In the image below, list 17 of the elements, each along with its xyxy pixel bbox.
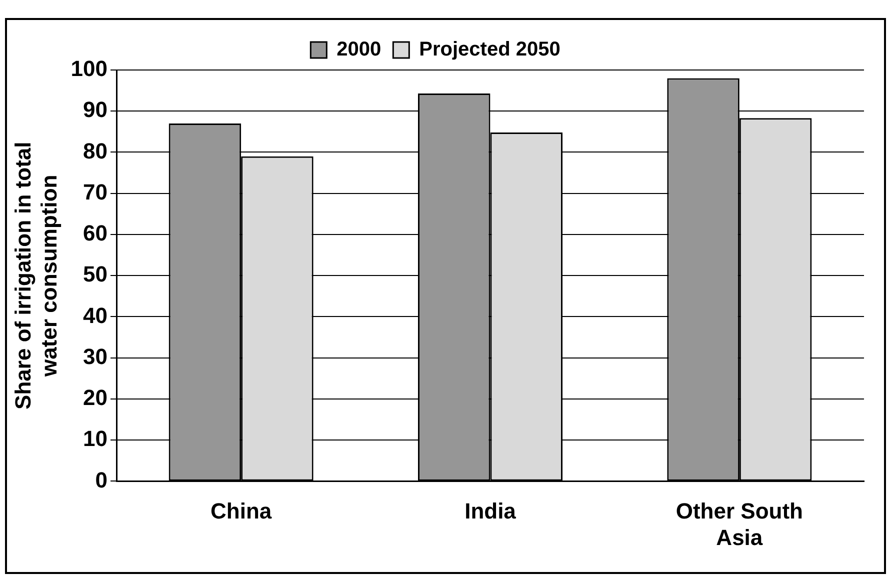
y-tick-label: 80 xyxy=(83,138,108,164)
y-tick-label: 60 xyxy=(83,220,108,246)
x-tick-label: China xyxy=(210,498,272,524)
y-tick-label: 0 xyxy=(95,467,108,492)
y-tick-label: 30 xyxy=(83,344,108,369)
legend-label: 2000 xyxy=(336,38,382,61)
y-tick-label: 90 xyxy=(83,97,108,122)
y-tick-label: 70 xyxy=(83,179,108,204)
y-tick-label: 40 xyxy=(83,302,108,328)
y-axis-title: Share of irrigation in total water consumption xyxy=(10,142,62,410)
legend-label: Projected 2050 xyxy=(419,38,560,61)
x-tick-label: Other South Asia xyxy=(676,498,803,550)
x-tick-label: India xyxy=(464,498,517,524)
y-tick-label: 10 xyxy=(83,426,108,452)
y-tick-label: 20 xyxy=(83,385,108,410)
y-tick-label: 50 xyxy=(83,262,108,287)
y-tick-label: 100 xyxy=(70,56,108,82)
